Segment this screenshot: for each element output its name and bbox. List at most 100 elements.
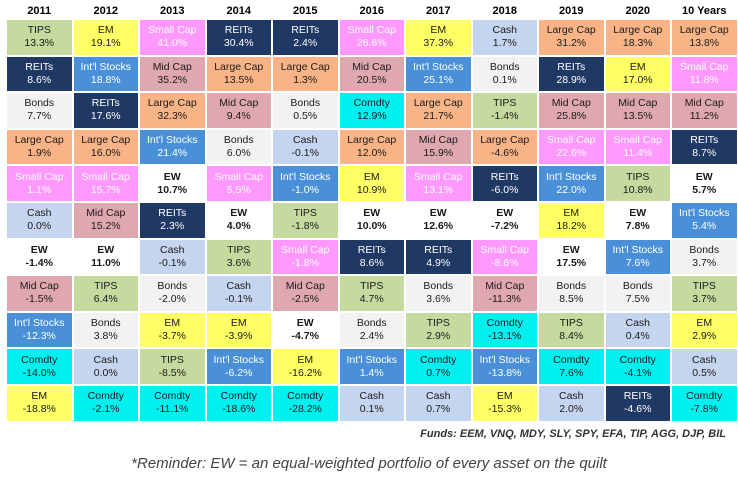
quilt-cell-reits: REITs 28.9% (538, 55, 605, 93)
return-value: 10.7% (157, 183, 188, 196)
quilt-cell-large-cap: Large Cap 16.0% (72, 128, 139, 166)
return-value: -6.0% (491, 183, 519, 196)
asset-name: Cash (359, 390, 384, 403)
return-value: 21.7% (423, 110, 454, 123)
quilt-cell-em: EM 19.1% (72, 19, 139, 56)
return-value: -1.0% (291, 183, 319, 196)
return-value: 3.7% (692, 293, 717, 306)
asset-name: Mid Cap (684, 97, 724, 110)
asset-name: Large Cap (147, 97, 197, 110)
asset-name: Large Cap (214, 60, 264, 73)
asset-name: Int'l Stocks (479, 353, 530, 366)
quilt-cell-ew: EW -4.7% (272, 311, 339, 349)
asset-name: Int'l Stocks (80, 60, 131, 73)
asset-name: Bonds (223, 134, 254, 147)
asset-name: Cash (691, 353, 717, 366)
asset-name: REITs (490, 170, 519, 183)
return-value: 25.1% (423, 73, 454, 86)
return-value: -1.8% (291, 256, 319, 269)
return-value: -13.1% (488, 330, 522, 343)
quilt-cell-reits: REITs 8.6% (6, 55, 73, 93)
return-value: -28.2% (288, 403, 322, 416)
asset-name: TIPS (426, 317, 450, 330)
return-value: -1.4% (25, 256, 53, 269)
asset-name: Cash (159, 243, 185, 256)
quilt-cell-comdty: Comdty -11.1% (139, 385, 206, 422)
asset-name: Bonds (556, 280, 587, 293)
return-value: -11.3% (488, 293, 522, 306)
return-value: 20.5% (356, 73, 387, 86)
return-value: 11.2% (689, 110, 719, 123)
return-value: 13.5% (223, 73, 254, 86)
asset-name: EM (230, 317, 247, 330)
quilt-cell-cash: Cash 0.1% (338, 385, 405, 422)
return-value: -8.6% (491, 256, 519, 269)
return-value: 10.8% (622, 183, 653, 196)
asset-name: REITs (158, 207, 187, 220)
fund-source-note: Funds: EEM, VNQ, MDY, SLY, SPY, EFA, TIP… (420, 428, 726, 440)
quilt-cell-cash: Cash -0.1% (205, 275, 272, 312)
asset-name: Bonds (622, 280, 653, 293)
return-value: 12.6% (423, 220, 454, 233)
return-value: -4.1% (624, 366, 652, 379)
quilt-cell-cash: Cash 0.4% (604, 311, 671, 349)
return-value: 1.3% (293, 73, 318, 86)
quilt-cell-tips: TIPS -8.5% (139, 348, 206, 385)
return-value: 37.3% (423, 37, 454, 50)
quilt-cell-reits: REITs 2.3% (139, 202, 206, 239)
asset-name: Cash (292, 134, 318, 147)
quilt-cell-tips: TIPS 3.6% (205, 238, 272, 276)
quilt-cell-mid-cap: Mid Cap 20.5% (338, 55, 405, 93)
quilt-cell-tips: TIPS 4.7% (338, 275, 405, 312)
quilt-cell-mid-cap: Mid Cap -11.3% (471, 275, 538, 312)
return-value: 0.5% (293, 110, 318, 123)
return-value: -0.1% (158, 256, 186, 269)
quilt-cell-small-cap: Small Cap -1.8% (272, 238, 339, 276)
asset-name: Small Cap (347, 24, 396, 37)
return-value: 4.9% (426, 256, 451, 269)
asset-name: Comdty (553, 353, 590, 366)
quilt-cell-reits: REITs -4.6% (604, 385, 671, 422)
asset-name: TIPS (493, 97, 517, 110)
asset-name: Bonds (356, 317, 387, 330)
return-value: 9.4% (226, 110, 251, 123)
return-value: 8.6% (27, 73, 52, 86)
quilt-cell-cash: Cash 0.0% (6, 202, 73, 239)
asset-name: Comdty (287, 390, 324, 403)
quilt-cell-cash: Cash 2.0% (538, 385, 605, 422)
return-value: -0.1% (291, 147, 319, 160)
return-value: 7.8% (625, 220, 650, 233)
asset-name: Large Cap (81, 134, 131, 147)
return-value: -6.2% (225, 366, 253, 379)
quilt-cell-large-cap: Large Cap 12.0% (338, 128, 405, 166)
return-value: 21.4% (157, 147, 188, 160)
return-value: 15.9% (423, 147, 454, 160)
year-header-2018: 2018 (492, 5, 517, 17)
return-value: 2.4% (293, 37, 318, 50)
return-value: 31.2% (556, 37, 587, 50)
asset-name: EW (363, 207, 381, 220)
asset-name: TIPS (626, 170, 650, 183)
quilt-cell-bonds: Bonds 0.5% (272, 92, 339, 129)
quilt-cell-reits: REITs 30.4% (205, 19, 272, 56)
quilt-cell-reits: REITs 8.7% (671, 128, 738, 166)
quilt-cell-bonds: Bonds 0.1% (471, 55, 538, 93)
quilt-cell-ew: EW 4.0% (205, 202, 272, 239)
return-value: -3.9% (225, 330, 253, 343)
return-value: 5.4% (692, 220, 717, 233)
year-header-10-years: 10 Years (682, 5, 727, 17)
return-value: 15.7% (90, 183, 121, 196)
year-header-2011: 2011 (27, 5, 52, 17)
quilt-cell-large-cap: Large Cap 18.3% (604, 19, 671, 56)
quilt-cell-large-cap: Large Cap -4.6% (471, 128, 538, 166)
year-header-2017: 2017 (426, 5, 451, 17)
year-header-2020: 2020 (625, 5, 650, 17)
return-value: -2.1% (92, 403, 120, 416)
asset-name: TIPS (360, 280, 384, 293)
asset-name: Large Cap (347, 134, 397, 147)
asset-name: EM (430, 24, 447, 37)
asset-name: EM (563, 207, 580, 220)
return-value: 16.0% (90, 147, 121, 160)
asset-name: EW (496, 207, 514, 220)
quilt-cell-reits: REITs 4.9% (405, 238, 472, 276)
